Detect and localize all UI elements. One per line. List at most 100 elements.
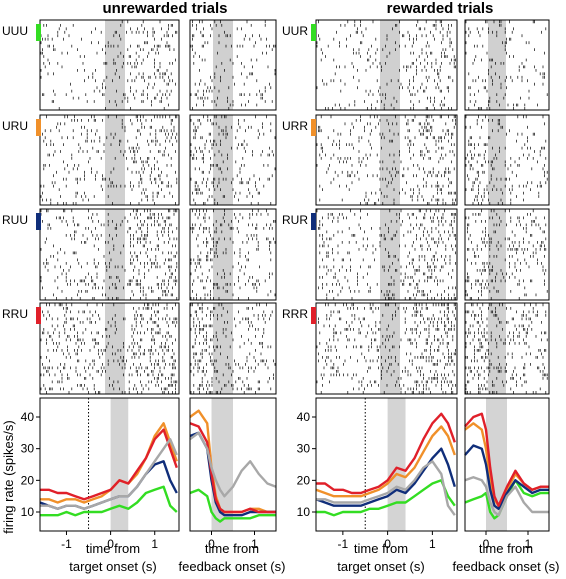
rate-frame <box>464 397 550 532</box>
rate-series-line <box>464 444 549 510</box>
x-tick-label: -1 <box>61 537 72 551</box>
condition-label-left: UUU <box>2 24 28 38</box>
x-tick-label: 1 <box>429 537 436 551</box>
spike-raster <box>465 209 548 300</box>
condition-swatch-left <box>36 119 41 136</box>
raster-frame <box>189 114 277 206</box>
raster-panel <box>464 302 550 395</box>
spike-raster <box>190 20 276 110</box>
rate-series-line <box>189 488 276 523</box>
raster-shade <box>488 115 506 205</box>
raster-frame <box>39 114 180 206</box>
condition-swatch-right <box>311 24 316 41</box>
raster-panel <box>315 302 458 395</box>
raster-shade <box>213 303 233 394</box>
header-rewarded: rewarded trials <box>387 0 494 17</box>
raster-frame <box>464 208 550 301</box>
raster-shade <box>488 20 506 110</box>
y-tick-label: 30 <box>297 442 311 456</box>
y-tick-label: 20 <box>297 473 311 487</box>
condition-label-left: RRU <box>2 307 28 321</box>
raster-shade <box>380 303 400 394</box>
condition-label-right: RRR <box>282 307 308 321</box>
spike-raster <box>316 115 456 205</box>
spike-raster <box>190 303 276 394</box>
raster-panel <box>464 114 550 206</box>
raster-frame <box>315 208 458 301</box>
spike-raster <box>465 20 548 110</box>
spike-raster <box>40 20 178 110</box>
y-tick-label: 40 <box>21 410 35 424</box>
condition-label-left: RUU <box>2 213 28 227</box>
raster-frame <box>189 208 277 301</box>
raster-panel <box>315 19 458 111</box>
raster-frame <box>464 114 550 206</box>
raster-shade <box>488 303 506 394</box>
spike-raster <box>190 209 276 300</box>
raster-shade <box>213 115 233 205</box>
raster-shade <box>105 209 125 300</box>
raster-shade <box>105 115 125 205</box>
y-tick-label: 30 <box>21 442 35 456</box>
raster-frame <box>189 302 277 395</box>
x-tick-label: -1 <box>338 537 349 551</box>
rate-series-line <box>315 447 456 507</box>
x-axis-label-feedback-right-2: feedback onset (s) <box>453 559 560 574</box>
raster-panel <box>189 114 277 206</box>
x-axis-label-target-left-2: target onset (s) <box>69 559 156 574</box>
rate-frame <box>39 397 180 532</box>
raster-frame <box>39 208 180 301</box>
raster-panel <box>39 114 180 206</box>
raster-panel <box>39 19 180 111</box>
raster-panel <box>189 302 277 395</box>
raster-panel <box>189 208 277 301</box>
rate-panel-unrewarded-target: -1 0 1 10 20 30 40 <box>21 397 180 551</box>
raster-panel <box>39 208 180 301</box>
raster-panel <box>315 114 458 206</box>
spike-raster <box>316 209 456 300</box>
raster-frame <box>189 19 277 111</box>
condition-swatch-left <box>36 24 41 41</box>
condition-swatch-left <box>36 307 41 324</box>
spike-raster <box>40 209 178 300</box>
epoch-shade <box>387 398 406 531</box>
raster-frame <box>39 19 180 111</box>
raster-panel <box>189 19 277 111</box>
x-axis-label-target-right-1: time from <box>354 541 408 556</box>
x-axis-label-feedback-right-1: time from <box>479 541 533 556</box>
spike-raster <box>40 115 178 205</box>
raster-panel <box>39 302 180 395</box>
raster-shade <box>380 115 400 205</box>
rate-series-line <box>316 412 456 495</box>
y-axis-label: firing rate (spikes/s) <box>1 420 16 533</box>
x-tick-label: 0 <box>107 537 114 551</box>
x-tick-label: 0 <box>483 537 490 551</box>
y-tick-label: 10 <box>21 505 35 519</box>
epoch-shade <box>110 398 129 531</box>
header-unrewarded: unrewarded trials <box>102 0 227 17</box>
condition-swatch-right <box>311 213 316 230</box>
condition-swatch-right <box>311 307 316 324</box>
raster-shade <box>213 209 233 300</box>
raster-frame <box>315 114 458 206</box>
x-tick-label: 0 <box>208 537 215 551</box>
rate-series-line <box>40 428 178 501</box>
raster-frame <box>39 302 180 395</box>
y-tick-label: 10 <box>297 505 311 519</box>
x-tick-label: 0 <box>384 537 391 551</box>
raster-shade <box>380 20 400 110</box>
condition-swatch-left <box>36 213 41 230</box>
raster-shade <box>213 20 233 110</box>
rate-series-line <box>316 460 456 516</box>
spike-raster <box>316 20 456 110</box>
spike-raster <box>465 303 548 394</box>
x-axis-label-feedback-left-1: time from <box>205 541 259 556</box>
x-tick-label: 1 <box>251 537 258 551</box>
x-axis-label-feedback-left-2: feedback onset (s) <box>179 559 286 574</box>
condition-swatch-right <box>311 119 316 136</box>
rate-series-line <box>40 485 178 517</box>
rate-frame <box>189 397 277 532</box>
